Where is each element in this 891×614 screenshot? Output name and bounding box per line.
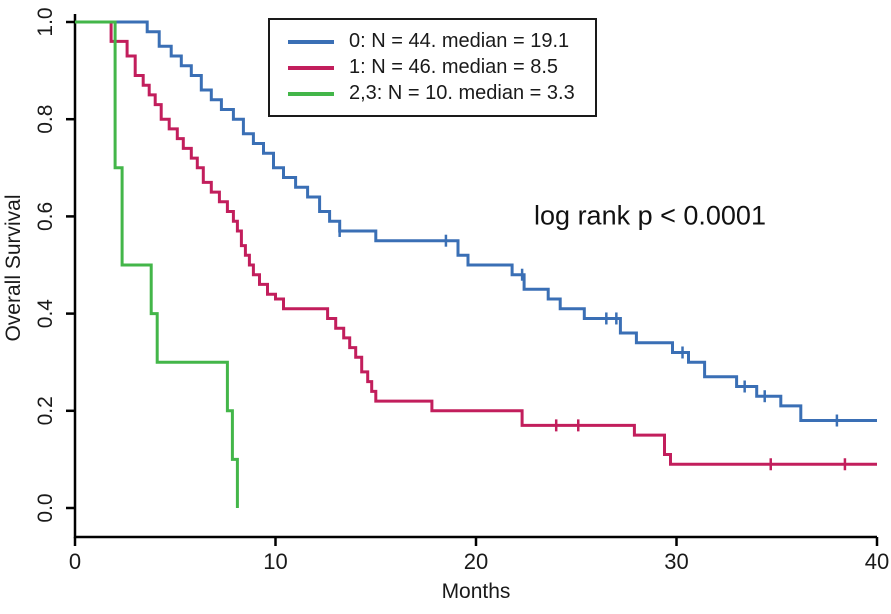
km-curve-1 bbox=[75, 20, 877, 466]
y-tick-label: 0.4 bbox=[34, 299, 57, 329]
y-tick-label: 0.8 bbox=[34, 105, 57, 134]
x-tick-label: 40 bbox=[865, 549, 889, 574]
y-axis-title: Overall Survival bbox=[2, 194, 25, 342]
legend-label: 0: N = 44. median = 19.1 bbox=[349, 30, 570, 52]
km-curve-2 bbox=[75, 20, 239, 508]
x-tick-label: 30 bbox=[664, 549, 688, 574]
y-tick-label: 0.2 bbox=[34, 396, 57, 425]
legend-item-2: 2,3: N = 10. median = 3.3 bbox=[288, 82, 575, 105]
log-rank-annotation: log rank p < 0.0001 bbox=[534, 200, 766, 231]
legend-line-swatch bbox=[288, 65, 334, 70]
x-tick-label: 20 bbox=[464, 549, 488, 574]
x-tick-label: 10 bbox=[263, 549, 287, 574]
legend-item-0: 0: N = 44. median = 19.1 bbox=[288, 30, 575, 53]
x-tick-label: 0 bbox=[69, 549, 81, 574]
legend-item-1: 1: N = 46. median = 8.5 bbox=[288, 56, 575, 79]
y-tick-label: 1.0 bbox=[34, 7, 57, 36]
legend-line-swatch bbox=[288, 91, 334, 96]
legend-label: 1: N = 46. median = 8.5 bbox=[349, 56, 559, 78]
y-tick-label: 0.6 bbox=[34, 202, 57, 231]
x-axis-title: Months bbox=[441, 580, 511, 603]
legend-line-swatch bbox=[288, 39, 334, 44]
km-curve-0 bbox=[75, 20, 877, 422]
legend-label: 2,3: N = 10. median = 3.3 bbox=[349, 82, 575, 104]
y-tick-label: 0.0 bbox=[34, 493, 57, 522]
legend-box: 0: N = 44. median = 19.1 1: N = 46. media… bbox=[268, 18, 597, 117]
